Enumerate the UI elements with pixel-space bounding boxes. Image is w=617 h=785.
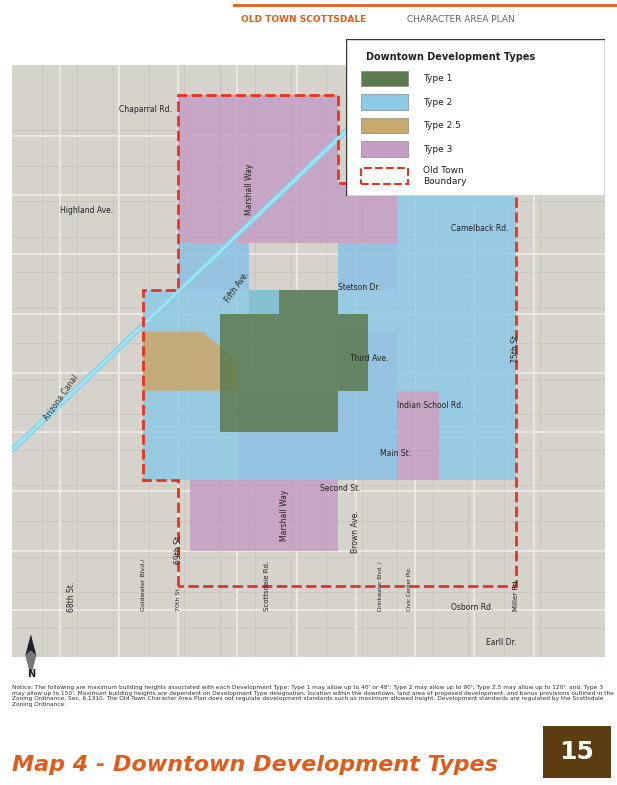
Text: Chaparral Rd.: Chaparral Rd. <box>119 105 172 115</box>
Text: Main St.: Main St. <box>379 449 411 458</box>
Text: Downtown Development Types: Downtown Development Types <box>366 52 536 62</box>
Polygon shape <box>190 331 439 550</box>
FancyBboxPatch shape <box>361 71 408 86</box>
FancyBboxPatch shape <box>543 726 611 779</box>
FancyBboxPatch shape <box>361 94 408 110</box>
Text: Marshall Way: Marshall Way <box>280 489 289 541</box>
FancyBboxPatch shape <box>361 168 408 184</box>
Polygon shape <box>249 290 279 314</box>
Polygon shape <box>25 651 36 677</box>
Text: Second St.: Second St. <box>320 484 361 494</box>
Text: Type 3: Type 3 <box>423 144 453 154</box>
Polygon shape <box>143 331 238 391</box>
Text: Type 2.5: Type 2.5 <box>423 121 461 130</box>
Text: Earll Dr.: Earll Dr. <box>486 638 516 648</box>
Polygon shape <box>143 184 516 480</box>
Text: 69th St.: 69th St. <box>174 534 183 564</box>
Text: Civic Center Plz.: Civic Center Plz. <box>407 567 412 611</box>
Text: Map 4 - Downtown Development Types: Map 4 - Downtown Development Types <box>12 755 498 775</box>
Text: Type 2: Type 2 <box>423 97 452 107</box>
Text: Osborn Rd.: Osborn Rd. <box>450 603 493 612</box>
Text: Scottsdale Rd.: Scottsdale Rd. <box>264 560 270 611</box>
Text: Fifth Ave.: Fifth Ave. <box>223 270 251 304</box>
Text: Arizona Canal: Arizona Canal <box>42 374 80 422</box>
Text: Drinkwater Blvd. /: Drinkwater Blvd. / <box>377 561 382 611</box>
Text: N: N <box>27 669 35 679</box>
Text: Goldwater Blvd./: Goldwater Blvd./ <box>140 558 145 611</box>
Polygon shape <box>220 290 368 433</box>
Text: 75th St.: 75th St. <box>511 333 520 363</box>
Text: Indian School Rd.: Indian School Rd. <box>397 401 464 411</box>
Polygon shape <box>25 634 36 655</box>
Text: Camelback Rd.: Camelback Rd. <box>450 224 508 233</box>
Text: 68th St.: 68th St. <box>67 582 76 612</box>
Text: Brown Ave.: Brown Ave. <box>352 510 360 553</box>
Polygon shape <box>178 94 397 290</box>
Text: Marshall Way: Marshall Way <box>245 163 254 215</box>
FancyBboxPatch shape <box>361 118 408 133</box>
Text: 15: 15 <box>560 739 594 764</box>
Text: Third Ave.: Third Ave. <box>350 354 388 363</box>
Text: Stetson Dr.: Stetson Dr. <box>338 283 380 292</box>
Text: CHARACTER AREA PLAN: CHARACTER AREA PLAN <box>404 15 515 24</box>
Text: Notice: The following are maximum building heights associated with each Developm: Notice: The following are maximum buildi… <box>12 685 614 707</box>
Text: OLD TOWN SCOTTSDALE: OLD TOWN SCOTTSDALE <box>241 15 366 24</box>
Text: Type 1: Type 1 <box>423 74 453 83</box>
FancyBboxPatch shape <box>361 141 408 157</box>
Text: Highland Ave.: Highland Ave. <box>60 206 113 215</box>
Text: Old Town
Boundary: Old Town Boundary <box>423 166 467 185</box>
Text: Miller Rd.: Miller Rd. <box>513 578 519 611</box>
Text: 70th St.: 70th St. <box>176 586 181 611</box>
FancyBboxPatch shape <box>346 39 605 196</box>
